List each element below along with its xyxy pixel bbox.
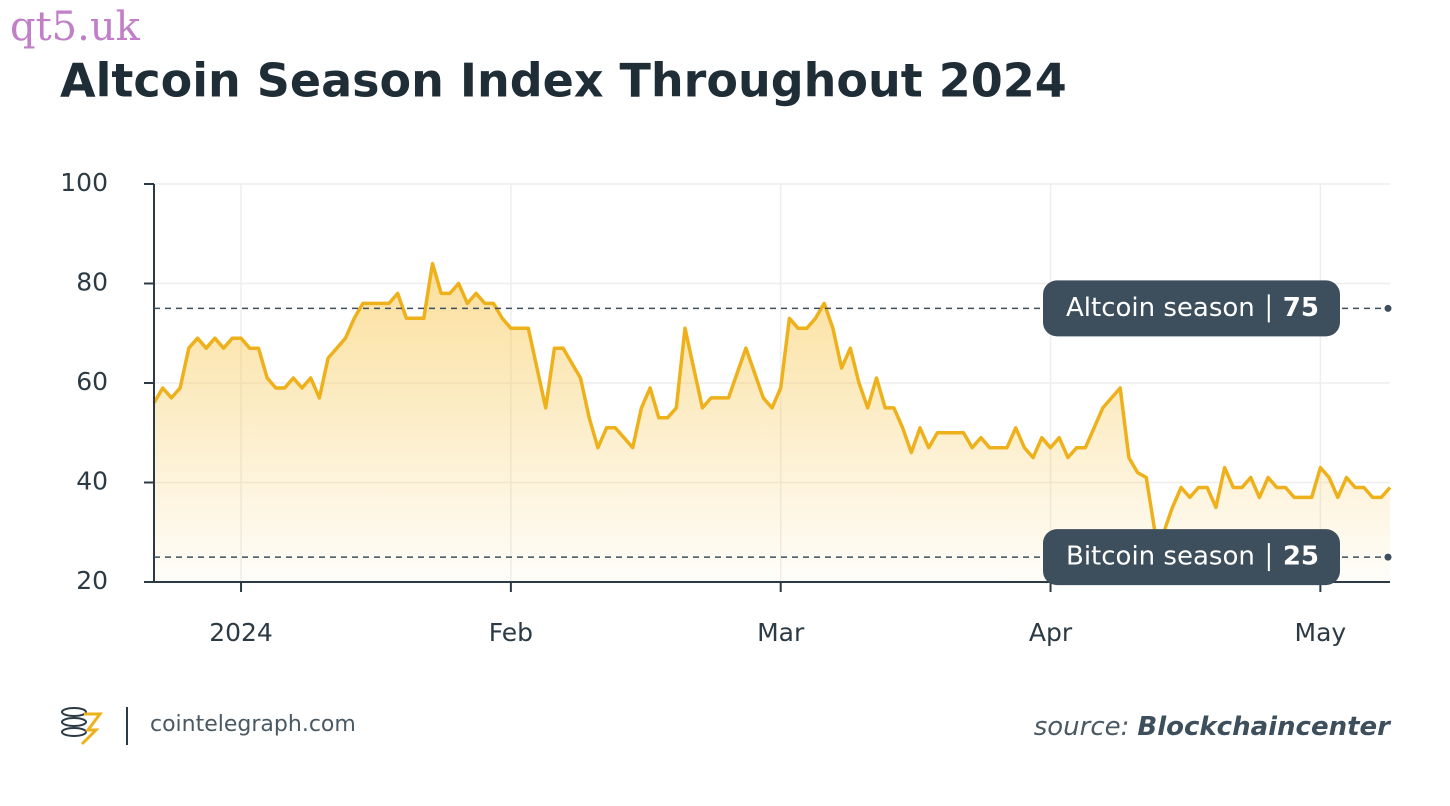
y-tick-label: 20 [76,566,108,595]
x-tick-label: 2024 [209,618,273,647]
x-tick-label: Feb [489,618,533,647]
y-tick-label: 80 [76,268,108,297]
x-tick-label: Apr [1029,618,1073,647]
watermark: qt5.uk [10,4,141,50]
annotation-label: Bitcoin season [1066,542,1255,572]
annotation-label: Altcoin season [1066,293,1255,323]
x-tick-label: Mar [757,618,805,647]
source: source: Blockchaincenter [1034,712,1392,742]
annotation-value: 75 [1283,293,1319,323]
reference-dot [1384,553,1392,561]
y-tick-label: 40 [76,467,108,496]
logo [61,707,128,746]
plot-area: 20 40 60 80 100 2024 Feb Mar Apr May Altcoin seaso… [60,168,1392,647]
y-tick-label: 100 [60,168,108,197]
reference-dot [1384,304,1392,312]
annotation-box [1043,280,1340,337]
annotation-box [1043,529,1340,586]
source-name: Blockchaincenter [1137,712,1392,742]
chart-title: Altcoin Season Index Throughout 2024 [60,54,1067,108]
source-prefix: source: [1034,712,1130,742]
x-tick-label: May [1295,618,1347,647]
area [154,263,1390,582]
y-tick-label: 60 [76,367,108,396]
line [152,261,1392,535]
annotation-value: 25 [1283,542,1319,572]
site-label: cointelegraph.com [150,712,356,737]
